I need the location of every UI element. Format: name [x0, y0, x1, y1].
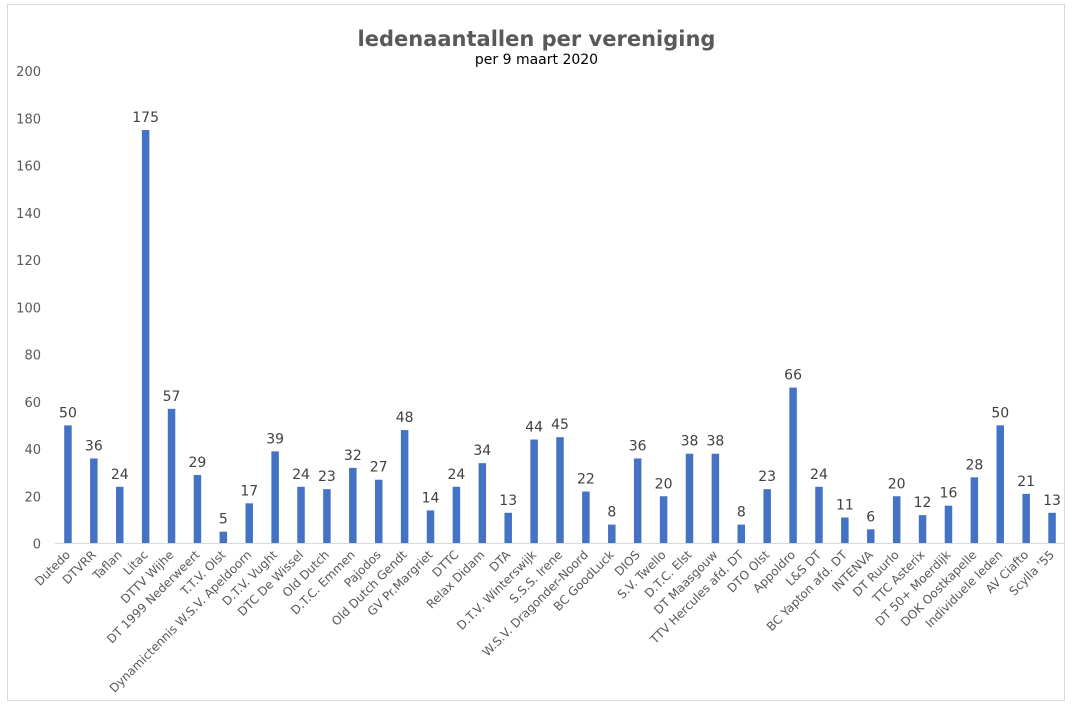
data-label: 24	[447, 467, 465, 483]
bar	[789, 387, 797, 544]
data-label: 20	[888, 476, 906, 492]
bar	[841, 517, 849, 544]
data-label: 8	[737, 505, 746, 521]
bar	[608, 524, 616, 544]
bar	[892, 496, 901, 544]
data-label: 36	[85, 438, 103, 454]
data-label: 28	[965, 457, 983, 473]
data-label: 22	[577, 472, 595, 488]
data-label: 66	[784, 368, 802, 384]
data-label: 50	[59, 405, 77, 421]
bar	[633, 458, 642, 544]
data-label: 13	[1043, 493, 1061, 509]
data-label: 48	[396, 410, 414, 426]
y-tick-label: 40	[24, 443, 41, 458]
data-label: 20	[655, 476, 673, 492]
data-labels-group: 50 36 24 175 57 29 5 17 39 24 23 32 27 48 14 24 34 13 44 45…	[59, 110, 1061, 528]
bar	[867, 529, 875, 544]
bars-group	[64, 130, 1056, 544]
data-label: 8	[607, 505, 616, 521]
bar	[685, 453, 694, 544]
bar	[918, 515, 927, 544]
data-label: 24	[292, 467, 310, 483]
y-tick-label: 180	[16, 112, 41, 127]
data-label: 14	[422, 490, 440, 506]
bar	[426, 510, 435, 544]
bar	[452, 486, 461, 544]
y-tick-label: 60	[24, 396, 41, 411]
data-label: 29	[189, 455, 207, 471]
bar	[970, 477, 979, 544]
bar	[349, 467, 357, 544]
data-label: 34	[473, 443, 491, 459]
data-label: 17	[240, 483, 258, 499]
data-label: 12	[914, 495, 932, 511]
bar	[478, 463, 487, 544]
bar	[659, 496, 668, 544]
y-tick-label: 80	[24, 349, 41, 364]
data-label: 175	[132, 110, 159, 126]
bar	[90, 458, 98, 544]
bar	[815, 486, 823, 544]
bar	[141, 130, 150, 544]
data-label: 38	[681, 434, 699, 450]
data-label: 24	[111, 467, 129, 483]
bar	[193, 474, 202, 544]
bar	[737, 524, 746, 544]
bar	[763, 489, 771, 544]
data-label: 57	[163, 389, 181, 405]
bar	[556, 437, 564, 544]
data-label: 24	[810, 467, 828, 483]
data-label: 44	[525, 420, 543, 436]
data-label: 36	[629, 438, 647, 454]
bar	[167, 408, 176, 544]
y-tick-label: 200	[16, 65, 41, 80]
data-label: 23	[758, 469, 776, 485]
data-label: 27	[370, 460, 388, 476]
bar	[1022, 493, 1030, 544]
bar	[245, 503, 253, 544]
data-label: 11	[836, 498, 854, 514]
bar	[582, 491, 590, 544]
data-label: 32	[344, 448, 362, 464]
y-tick-label: 140	[16, 207, 41, 222]
data-label: 39	[266, 431, 284, 447]
data-label: 21	[1017, 474, 1035, 490]
bar	[504, 512, 512, 544]
data-label: 6	[866, 509, 875, 525]
bar	[115, 486, 124, 544]
chart-frame	[7, 4, 1065, 701]
bar	[219, 531, 228, 544]
data-label: 13	[499, 493, 517, 509]
chart-title: ledenaantallen per vereniging	[357, 27, 716, 51]
bar	[1048, 512, 1056, 544]
data-label: 50	[991, 405, 1009, 421]
x-tick-label: Taflan	[89, 548, 125, 584]
y-tick-label: 100	[16, 301, 41, 316]
bar	[996, 425, 1005, 544]
bar	[297, 486, 305, 544]
y-axis: 0 20 40 60 80 100 120 140 160 180 200	[16, 65, 41, 553]
data-label: 5	[219, 512, 228, 528]
y-tick-label: 160	[16, 160, 41, 175]
bar	[944, 505, 953, 544]
data-label: 23	[318, 469, 336, 485]
data-label: 16	[940, 486, 958, 502]
bar	[323, 489, 331, 544]
bar	[374, 479, 383, 544]
y-tick-label: 0	[33, 538, 41, 553]
data-label: 45	[551, 417, 569, 433]
chart-subtitle: per 9 maart 2020	[474, 52, 599, 68]
bar	[711, 453, 720, 544]
bar	[400, 430, 409, 544]
bar	[64, 425, 72, 544]
bar	[271, 451, 279, 544]
y-tick-label: 120	[16, 254, 41, 269]
bar	[530, 439, 538, 544]
y-tick-label: 20	[24, 490, 41, 505]
data-label: 38	[706, 434, 724, 450]
